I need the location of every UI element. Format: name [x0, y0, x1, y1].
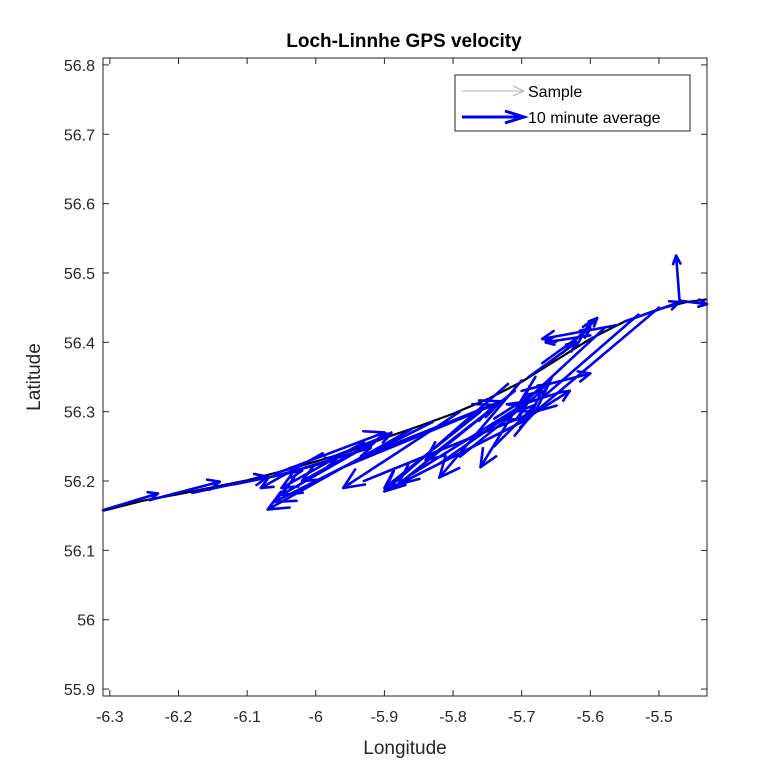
- average-vector-shaft: [383, 382, 510, 493]
- average-vector-shaft: [424, 389, 517, 462]
- average-vector-head: [259, 476, 275, 490]
- legend-box: [454, 74, 691, 132]
- average-vector-head: [205, 478, 221, 492]
- y-tick-label: 55.9: [64, 682, 95, 699]
- x-tick-label: -5.7: [508, 709, 536, 726]
- average-vector-head: [540, 329, 557, 344]
- average-vector-shaft: [341, 403, 496, 469]
- x-tick-label: -6.1: [233, 709, 261, 726]
- average-vector-shaft: [540, 313, 640, 400]
- x-tick-label: -6.2: [165, 709, 193, 726]
- y-tick-label: 56.8: [64, 58, 95, 75]
- chart-title: Loch-Linnhe GPS velocity: [286, 31, 522, 52]
- average-vector-head: [273, 483, 298, 504]
- average-vector-head: [383, 470, 407, 493]
- average-vector-head: [341, 468, 367, 490]
- x-tick-label: -6.3: [96, 709, 124, 726]
- y-tick-label: 56: [77, 613, 95, 630]
- legend-sample-label: Sample: [528, 84, 582, 101]
- average-vector-head: [522, 389, 544, 410]
- average-vector-head: [667, 299, 681, 311]
- average-vector-head: [581, 320, 592, 332]
- x-axis-label: Longitude: [363, 738, 446, 759]
- average-vector-shaft: [513, 389, 572, 427]
- x-tick-label: -5.8: [439, 709, 467, 726]
- y-tick-label: 56.1: [64, 543, 95, 560]
- y-tick-label: 56.6: [64, 197, 95, 214]
- legend-sample-arrowhead: [512, 85, 526, 97]
- plot-frame: [102, 57, 708, 697]
- y-tick-label: 56.3: [64, 405, 95, 422]
- plot-area: [103, 58, 707, 696]
- average-vector-shaft: [534, 306, 661, 413]
- average-vector-shaft: [300, 431, 393, 483]
- average-vector-shaft: [101, 492, 160, 512]
- average-vector-shaft: [540, 323, 620, 341]
- average-vector-head: [396, 463, 421, 486]
- average-vector-shaft: [575, 320, 592, 348]
- average-vector-head: [671, 254, 682, 266]
- average-vector-head: [438, 455, 461, 479]
- average-vector-head: [424, 440, 447, 462]
- average-vector-shaft: [561, 316, 599, 355]
- y-tick-label: 56.7: [64, 127, 95, 144]
- x-tick-label: -5.6: [577, 709, 605, 726]
- average-vector-head: [544, 336, 556, 346]
- tick-layer: -6.3 -6.2 -6.1 -6 -5.9 -5.8 -5.7 -5.6 -5.5 55.9 56…: [64, 58, 707, 726]
- x-tick-label: -5.9: [371, 709, 399, 726]
- legend: Sample 10 minute average: [454, 74, 691, 132]
- average-vector-head: [587, 316, 599, 328]
- average-vector-head: [300, 465, 322, 483]
- average-vector-shaft: [678, 299, 709, 306]
- average-vector-head: [524, 403, 537, 416]
- average-vector-shaft: [438, 379, 523, 479]
- average-vector-head: [520, 384, 543, 407]
- y-tick-label: 56.4: [64, 335, 95, 352]
- average-vector-shaft: [149, 480, 221, 502]
- y-tick-label: 56.2: [64, 474, 95, 491]
- legend-average-label: 10 minute average: [528, 110, 661, 127]
- average-vector-shaft: [674, 254, 681, 303]
- average-vector-shaft: [492, 382, 551, 420]
- average-vector-shaft: [623, 300, 681, 323]
- average-vector-head: [534, 390, 558, 413]
- average-vector-head: [505, 417, 530, 437]
- average-vector-shaft: [273, 431, 386, 476]
- y-axis-label: Latitude: [24, 343, 45, 411]
- x-tick-label: -6: [309, 709, 323, 726]
- x-tick-label: -5.5: [645, 709, 673, 726]
- average-vector-shaft: [520, 327, 606, 407]
- vector-layer: [101, 254, 709, 512]
- average-vector-head: [479, 447, 498, 469]
- average-vector-shaft: [259, 451, 324, 490]
- average-vector-shaft: [492, 403, 537, 448]
- legend-average-arrowhead: [504, 109, 529, 125]
- y-tick-label: 56.5: [64, 266, 95, 283]
- average-vector-shaft: [280, 440, 366, 490]
